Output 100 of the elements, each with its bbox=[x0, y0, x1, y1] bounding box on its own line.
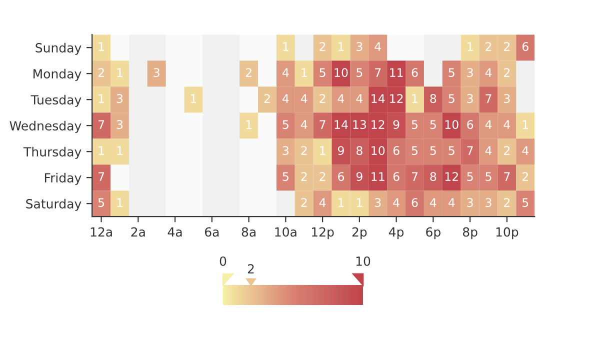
data-label: 13 bbox=[353, 120, 366, 130]
data-label: 6 bbox=[412, 198, 418, 208]
data-label: 2 bbox=[320, 172, 326, 181]
data-label: 5 bbox=[448, 68, 454, 78]
data-label: 3 bbox=[467, 68, 473, 78]
data-label: 10 bbox=[372, 146, 385, 156]
data-label: 5 bbox=[282, 172, 288, 182]
x-tick-label: 8a bbox=[242, 227, 256, 237]
data-label: 6 bbox=[338, 172, 344, 182]
data-label: 7 bbox=[375, 68, 381, 77]
data-label: 4 bbox=[430, 198, 436, 207]
y-tick-label: Saturday bbox=[26, 198, 82, 211]
data-label: 4 bbox=[485, 68, 492, 77]
data-label: 3 bbox=[486, 198, 492, 208]
data-label: 10 bbox=[334, 68, 348, 78]
y-tick-label: Sunday bbox=[36, 42, 82, 55]
x-tick-label: 6p bbox=[426, 227, 440, 240]
data-label: 5 bbox=[448, 146, 454, 156]
x-tick-label: 6a bbox=[204, 227, 219, 237]
data-label: 1 bbox=[98, 42, 104, 51]
data-label: 4 bbox=[393, 198, 400, 207]
data-label: 1 bbox=[191, 94, 196, 103]
data-label: 3 bbox=[116, 94, 123, 104]
data-label: 4 bbox=[485, 146, 492, 155]
data-label: 6 bbox=[522, 42, 528, 52]
data-label: 1 bbox=[283, 42, 288, 51]
data-label: 3 bbox=[356, 42, 362, 52]
data-label: 4 bbox=[282, 68, 289, 77]
data-label: 2 bbox=[504, 68, 510, 77]
data-label: 4 bbox=[374, 42, 381, 51]
data-label: 3 bbox=[116, 120, 123, 130]
data-label: 12 bbox=[445, 172, 458, 181]
y-tick-label: Tuesday bbox=[30, 94, 82, 107]
data-label: 1 bbox=[302, 68, 307, 77]
data-label: 1 bbox=[98, 94, 104, 103]
data-label: 4 bbox=[356, 94, 363, 103]
x-tick-label: 12a bbox=[90, 227, 112, 237]
data-label: 4 bbox=[319, 198, 326, 207]
data-label: 3 bbox=[282, 146, 288, 156]
data-label: 5 bbox=[98, 198, 104, 208]
data-label: 2 bbox=[522, 172, 528, 181]
data-label: 1 bbox=[522, 120, 528, 129]
data-label: 14 bbox=[334, 120, 348, 129]
data-label: 14 bbox=[372, 94, 385, 103]
data-label: 1 bbox=[356, 198, 362, 207]
data-label: 1 bbox=[412, 94, 418, 103]
data-label: 1 bbox=[117, 68, 122, 77]
data-label: 7 bbox=[98, 172, 104, 181]
data-label: 11 bbox=[372, 172, 384, 181]
data-label: 5 bbox=[356, 68, 362, 78]
data-label: 3 bbox=[467, 94, 473, 104]
data-label: 9 bbox=[338, 146, 344, 156]
data-label: 11 bbox=[390, 68, 403, 77]
x-tick-label: 2a bbox=[131, 227, 145, 237]
data-label: 4 bbox=[338, 94, 344, 103]
data-label: 1 bbox=[246, 120, 252, 129]
data-label: 4 bbox=[522, 146, 528, 155]
data-label: 5 bbox=[486, 172, 492, 182]
text: 2 bbox=[248, 264, 254, 274]
data-label: 2 bbox=[98, 68, 104, 77]
data-label: 5 bbox=[448, 94, 454, 104]
x-tick-label: 12p bbox=[312, 227, 334, 240]
y-tick-label: Thursday bbox=[23, 146, 82, 159]
data-label: 2 bbox=[320, 42, 326, 51]
data-label: 5 bbox=[412, 120, 418, 130]
data-label: 1 bbox=[338, 42, 344, 51]
data-label: 4 bbox=[504, 120, 510, 129]
data-label: 10 bbox=[445, 120, 458, 130]
data-label: 7 bbox=[467, 146, 473, 155]
x-tick-label: 4a bbox=[168, 227, 182, 237]
data-label: 1 bbox=[117, 198, 122, 207]
data-label: 2 bbox=[504, 42, 510, 51]
data-label: 7 bbox=[504, 172, 510, 181]
data-label: 4 bbox=[300, 94, 308, 103]
y-tick-label: Monday bbox=[34, 68, 82, 81]
data-label: 5 bbox=[282, 120, 288, 130]
x-tick-label: 10p bbox=[496, 227, 518, 240]
data-label: 1 bbox=[117, 146, 122, 155]
data-label: 3 bbox=[375, 198, 381, 208]
data-label: 2 bbox=[486, 42, 492, 51]
data-label: 7 bbox=[98, 120, 104, 129]
data-label: 2 bbox=[320, 94, 326, 103]
data-label: 1 bbox=[468, 42, 473, 51]
data-label: 3 bbox=[467, 198, 473, 208]
color-bar-label: 10 bbox=[356, 256, 370, 266]
data-label: 9 bbox=[356, 172, 362, 182]
data-label: 2 bbox=[301, 198, 307, 207]
x-tick-label: 10a bbox=[275, 227, 296, 237]
data-label: 4 bbox=[448, 198, 455, 207]
data-label: 5 bbox=[522, 198, 528, 208]
data-label: 2 bbox=[301, 146, 307, 155]
data-label: 2 bbox=[504, 146, 510, 155]
data-label: 5 bbox=[430, 120, 436, 130]
data-label: 6 bbox=[412, 68, 418, 78]
data-label: 12 bbox=[372, 120, 384, 129]
data-label: 7 bbox=[320, 120, 326, 129]
data-label: 1 bbox=[98, 146, 104, 155]
data-label: 8 bbox=[430, 94, 436, 104]
data-label: 6 bbox=[393, 146, 400, 156]
x-tick-label: 2p bbox=[352, 227, 367, 240]
